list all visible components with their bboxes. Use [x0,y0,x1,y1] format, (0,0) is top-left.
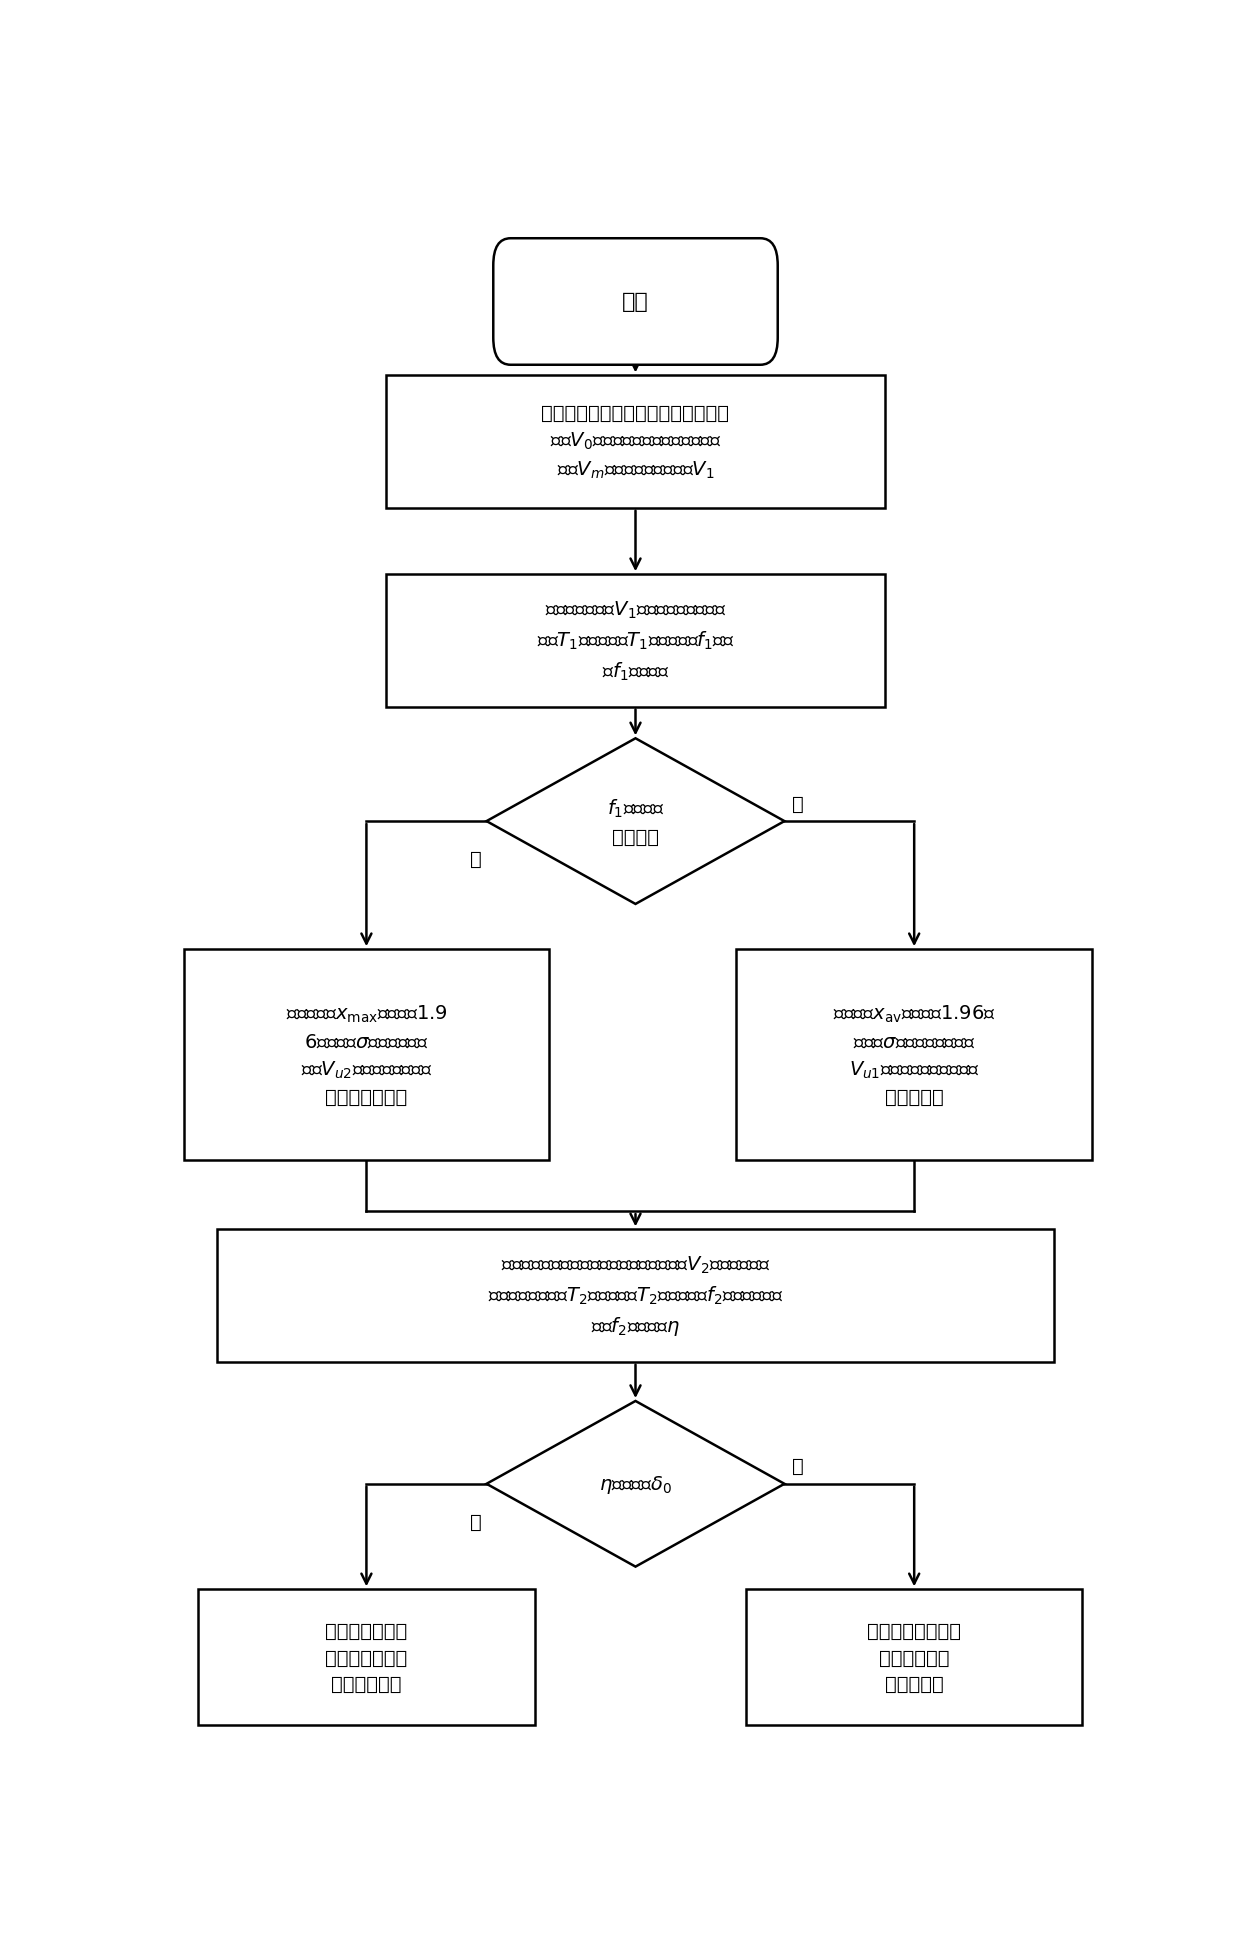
Text: 以最大频值$x_{\mathrm{max}}$为中心，1.9
6倍均方差$\sigma$以外的开关量
记录$V_{u2}$，即为异常运行工
况的开关量记录: 以最大频值$x_{\mathrm{max}}$为中心，1.9 6倍均方差$\si… [285,1003,448,1107]
Text: $\eta$小于阈值$\delta_0$: $\eta$小于阈值$\delta_0$ [599,1472,672,1496]
Bar [198,1589,534,1724]
Text: 否: 否 [470,1511,481,1531]
FancyBboxPatch shape [494,239,777,366]
Bar [217,1230,1054,1363]
Text: 否: 否 [470,850,481,868]
Text: 剔除异常运行工况记录后，获得开关量记录$V_2$，重新计算获
得设备的运行时间$T_2$及运行时间$T_2$的概率分布$f_2$，并算出概率
分布$f_2$的均: 剔除异常运行工况记录后，获得开关量记录$V_2$，重新计算获 得设备的运行时间$… [487,1253,784,1337]
Text: $f_1$概率密度
分布是否: $f_1$概率密度 分布是否 [606,798,665,847]
Polygon shape [486,739,785,905]
Text: 以平均值$x_{\mathrm{av}}$为中心，1.96倍
均方差$\sigma$以外的开关量记录
$V_{u1}$，即为异常运行工况的
开关量记录: 以平均值$x_{\mathrm{av}}$为中心，1.96倍 均方差$\sigm… [833,1003,996,1107]
Text: 通过开关量记录$V_1$计算获得设备的运行
时间$T_1$及运行时间$T_1$的概率分布$f_1$并绘
出$f_1$的分布图: 通过开关量记录$V_1$计算获得设备的运行 时间$T_1$及运行时间$T_1$的… [537,600,734,682]
Bar [746,1589,1083,1724]
Text: 是: 是 [792,794,804,813]
Polygon shape [486,1402,785,1566]
Bar [184,950,549,1161]
Text: 设备运行稳定，
则无需对该设备
进行检查维护: 设备运行稳定， 则无需对该设备 进行检查维护 [325,1621,408,1693]
Text: 从指定历史时期内运行设备的开关量
记录$V_0$中剔除设备检修期间的开关量
记录$V_m$后，获得开关量记录$V_1$: 从指定历史时期内运行设备的开关量 记录$V_0$中剔除设备检修期间的开关量 记录… [542,403,729,481]
Bar [386,575,885,708]
Bar [386,375,885,508]
Bar [737,950,1092,1161]
Text: 开始: 开始 [622,293,649,313]
Text: 是: 是 [792,1456,804,1476]
Text: 设备运行不稳定，
需对该设备进
行检查维护: 设备运行不稳定， 需对该设备进 行检查维护 [867,1621,961,1693]
